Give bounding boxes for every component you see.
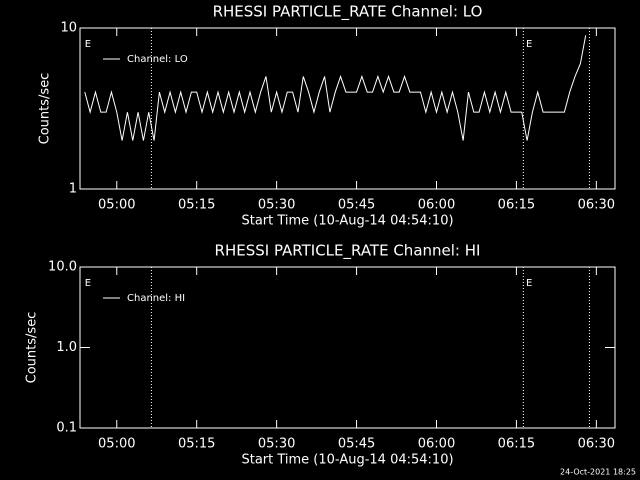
x-tick-label: 05:30 xyxy=(258,198,295,213)
data-line xyxy=(84,35,587,141)
x-tick-label: 05:30 xyxy=(258,437,295,452)
event-label: E xyxy=(85,39,91,50)
x-axis-label: Start Time (10-Aug-14 04:54:10) xyxy=(241,214,453,229)
x-tick-label: 06:30 xyxy=(578,437,615,452)
x-tick-label: 05:45 xyxy=(338,437,375,452)
x-tick-label: 05:00 xyxy=(98,198,135,213)
event-label: E xyxy=(526,278,532,289)
x-tick-label: 05:15 xyxy=(178,437,215,452)
y-tick-label: 1 xyxy=(69,182,77,197)
event-label: E xyxy=(85,278,91,289)
x-tick-label: 06:15 xyxy=(498,437,535,452)
x-axis-label: Start Time (10-Aug-14 04:54:10) xyxy=(241,453,453,468)
y-tick-label: 10 xyxy=(60,21,77,36)
y-axis-label: Counts/sec xyxy=(38,73,53,145)
x-tick-label: 06:00 xyxy=(418,198,455,213)
legend-label: Channel: LO xyxy=(127,54,188,65)
plot-frame xyxy=(79,27,616,190)
plot-frame xyxy=(79,266,616,429)
y-tick-label: 0.1 xyxy=(56,421,77,436)
x-tick-label: 05:00 xyxy=(98,437,135,452)
x-tick-label: 05:15 xyxy=(178,198,215,213)
y-tick-label: 1.0 xyxy=(56,340,77,355)
chart-title: RHESSI PARTICLE_RATE Channel: HI xyxy=(215,242,481,261)
footer: 24-Oct-2021 18:25 xyxy=(560,468,636,477)
chart-title: RHESSI PARTICLE_RATE Channel: LO xyxy=(213,3,483,22)
y-tick-label: 10.0 xyxy=(48,260,77,275)
y-axis-label: Counts/sec xyxy=(25,312,40,384)
x-tick-label: 06:00 xyxy=(418,437,455,452)
event-label: E xyxy=(526,39,532,50)
x-tick-label: 06:30 xyxy=(578,198,615,213)
x-tick-label: 06:15 xyxy=(498,198,535,213)
legend-label: Channel: HI xyxy=(127,293,185,304)
x-tick-label: 05:45 xyxy=(338,198,375,213)
